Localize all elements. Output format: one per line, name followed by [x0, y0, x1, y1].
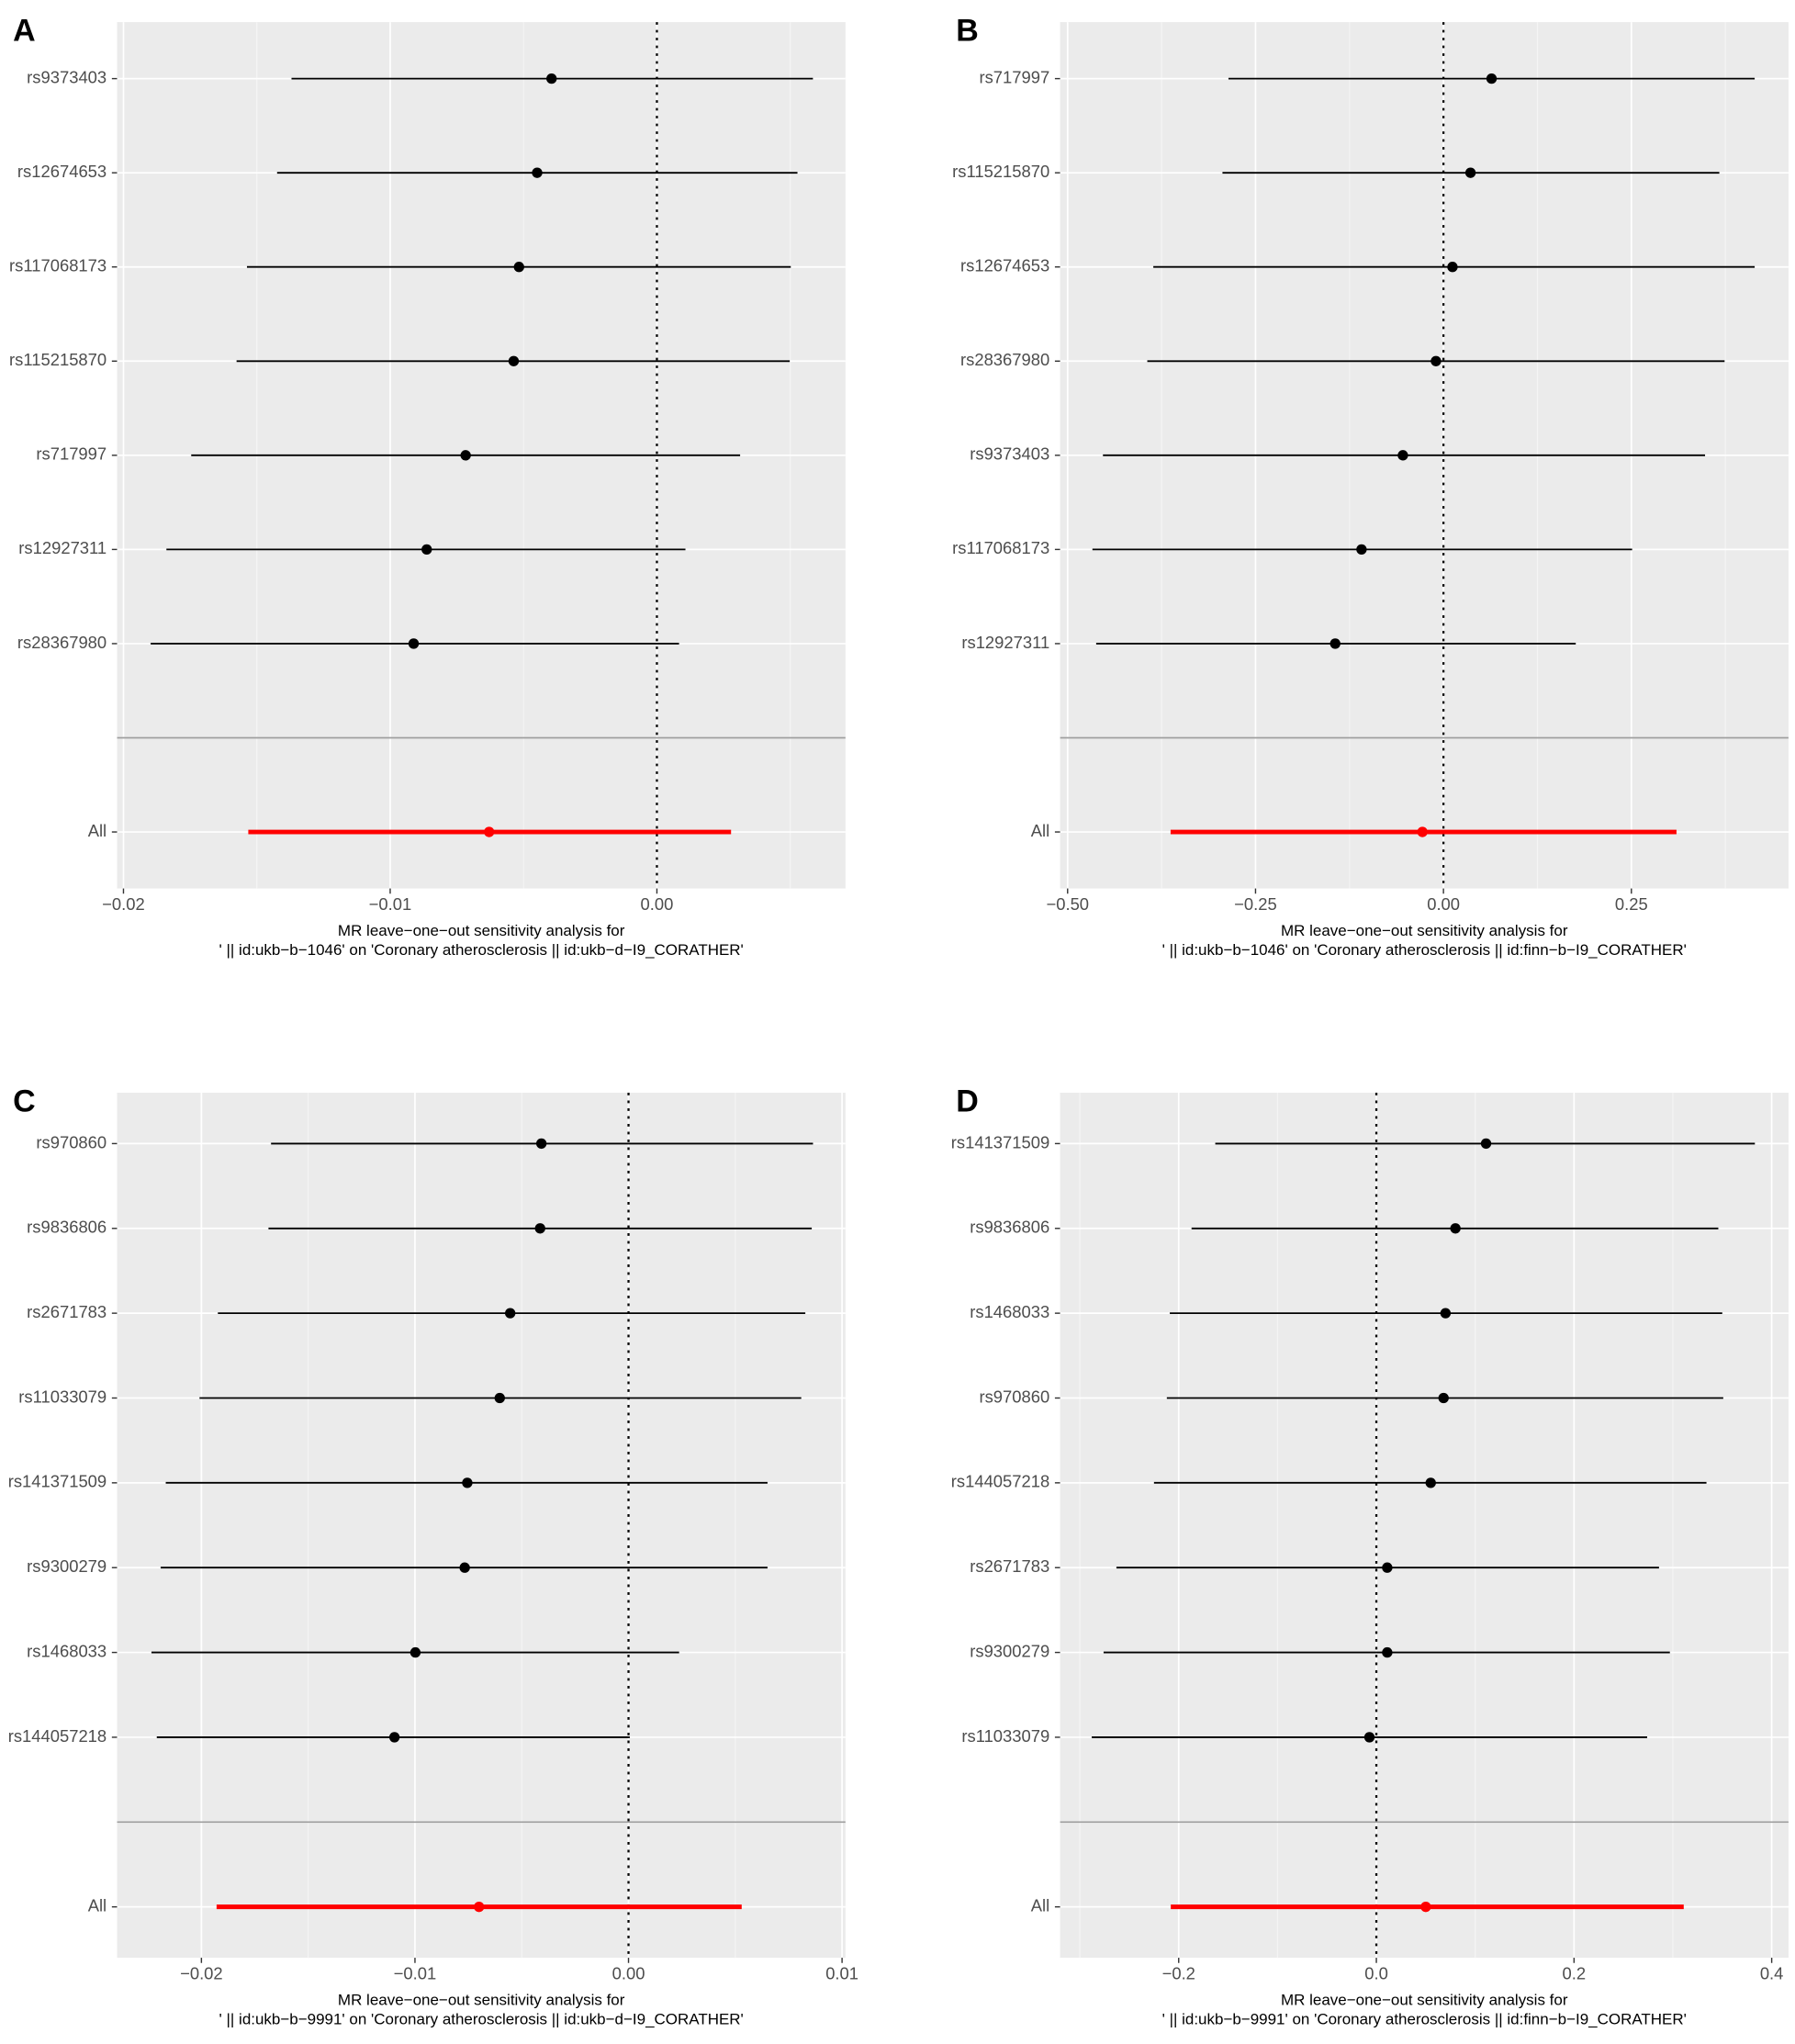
x-tick-label: 0.00 [612, 1963, 645, 1982]
y-tick-label: rs12674653 [17, 162, 107, 181]
estimate-point [1329, 638, 1341, 649]
x-tick-label: −0.01 [369, 894, 412, 914]
estimate-point [1397, 450, 1408, 461]
x-tick-label: 0.00 [641, 894, 674, 914]
x-axis-label: ' || id:ukb−b−9991' on 'Coronary atheros… [1162, 2011, 1687, 2028]
estimate-point [1450, 1223, 1461, 1234]
y-tick-label: rs1468033 [970, 1302, 1049, 1321]
y-tick-label: rs2671783 [970, 1556, 1049, 1576]
panel-label: A [13, 13, 36, 48]
estimate-point [1382, 1562, 1393, 1573]
x-axis-label: MR leave−one−out sensitivity analysis fo… [1281, 922, 1568, 939]
estimate-point [508, 355, 520, 366]
y-tick-label: rs9836806 [970, 1218, 1049, 1237]
estimate-point [459, 1562, 470, 1573]
y-tick-label: rs9300279 [970, 1641, 1049, 1660]
y-tick-label: rs2671783 [27, 1302, 107, 1321]
summary-point [474, 1901, 485, 1913]
x-axis-label: MR leave−one−out sensitivity analysis fo… [1281, 1991, 1568, 2008]
x-tick-label: −0.02 [102, 894, 145, 914]
x-tick-label: −0.01 [394, 1963, 437, 1982]
estimate-point [460, 450, 471, 461]
y-tick-label: rs1468033 [27, 1641, 107, 1660]
y-tick-label: rs9373403 [970, 444, 1049, 464]
x-tick-label: −0.25 [1234, 894, 1277, 914]
y-tick-label: All [88, 821, 107, 840]
estimate-point [535, 1138, 547, 1150]
estimate-point [1440, 1308, 1452, 1319]
estimate-point [1438, 1392, 1449, 1404]
y-tick-label: rs28367980 [960, 350, 1049, 369]
y-tick-label: rs141371509 [8, 1472, 107, 1491]
x-tick-label: −0.02 [180, 1963, 223, 1982]
y-tick-label: rs9836806 [27, 1218, 107, 1237]
y-tick-label: rs9373403 [27, 67, 107, 86]
y-tick-label: rs11033079 [961, 1726, 1049, 1746]
estimate-point [421, 544, 432, 556]
y-tick-label: rs141371509 [951, 1132, 1049, 1151]
panel-label: C [13, 1084, 36, 1118]
estimate-point [1447, 262, 1458, 273]
y-tick-label: rs9300279 [27, 1556, 107, 1576]
x-axis-label: ' || id:ukb−b−9991' on 'Coronary atheros… [219, 2011, 744, 2028]
estimate-point [1382, 1646, 1393, 1658]
estimate-point [408, 638, 420, 649]
estimate-point [1464, 167, 1476, 178]
x-tick-label: 0.01 [825, 1963, 858, 1982]
x-tick-label: −0.2 [1162, 1963, 1195, 1982]
y-tick-label: rs717997 [979, 67, 1049, 86]
x-tick-label: 0.2 [1563, 1963, 1587, 1982]
x-tick-label: 0.25 [1615, 894, 1648, 914]
y-tick-label: rs12927311 [18, 538, 107, 557]
estimate-point [409, 1646, 421, 1658]
y-tick-label: rs12674653 [960, 256, 1049, 275]
x-axis-label: MR leave−one−out sensitivity analysis fo… [338, 922, 625, 939]
y-tick-label: rs11033079 [18, 1387, 107, 1406]
x-axis-label: ' || id:ukb−b−1046' on 'Coronary atheros… [219, 941, 744, 959]
y-tick-label: rs144057218 [951, 1472, 1049, 1491]
y-tick-label: rs115215870 [952, 162, 1049, 181]
summary-point [484, 826, 495, 837]
y-tick-label: rs12927311 [961, 633, 1049, 652]
estimate-point [1425, 1477, 1436, 1488]
x-tick-label: 0.00 [1427, 894, 1460, 914]
estimate-point [1363, 1732, 1375, 1743]
estimate-point [1486, 73, 1498, 84]
panel-label: B [956, 13, 979, 48]
y-tick-label: All [1031, 1896, 1049, 1915]
estimate-point [462, 1477, 473, 1488]
y-tick-label: rs970860 [36, 1132, 107, 1151]
estimate-point [532, 167, 543, 178]
y-tick-label: rs115215870 [9, 350, 107, 369]
x-tick-label: 0.4 [1760, 1963, 1784, 1982]
x-axis-label: MR leave−one−out sensitivity analysis fo… [338, 1991, 625, 2008]
panel-background [1060, 1092, 1789, 1959]
y-tick-label: rs28367980 [17, 633, 107, 652]
x-tick-label: −0.50 [1046, 894, 1089, 914]
estimate-point [534, 1223, 545, 1234]
estimate-point [388, 1732, 400, 1743]
estimate-point [494, 1392, 505, 1404]
y-tick-label: rs144057218 [8, 1726, 107, 1746]
panel-label: D [956, 1084, 979, 1118]
estimate-point [546, 73, 557, 84]
summary-point [1417, 826, 1428, 837]
estimate-point [505, 1308, 516, 1319]
estimate-point [1480, 1138, 1492, 1150]
estimate-point [513, 262, 524, 273]
y-tick-label: rs970860 [979, 1387, 1049, 1406]
y-tick-label: rs117068173 [9, 256, 107, 275]
estimate-point [1430, 355, 1442, 366]
x-tick-label: 0.0 [1364, 1963, 1388, 1982]
estimate-point [1356, 544, 1367, 556]
panel-background [117, 1092, 846, 1959]
y-tick-label: All [1031, 821, 1049, 840]
y-tick-label: rs117068173 [952, 538, 1049, 557]
y-tick-label: rs717997 [36, 444, 107, 464]
y-tick-label: All [88, 1896, 107, 1915]
summary-point [1420, 1901, 1431, 1913]
x-axis-label: ' || id:ukb−b−1046' on 'Coronary atheros… [1162, 941, 1687, 959]
